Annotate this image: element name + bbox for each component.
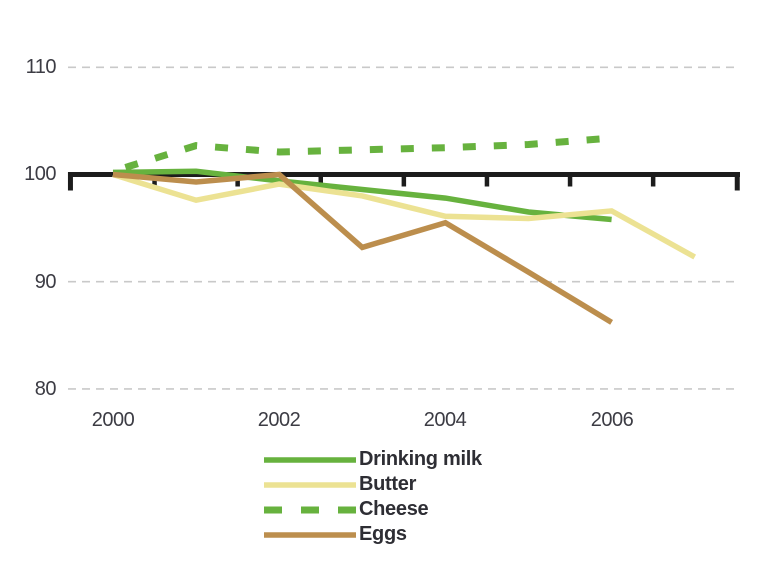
series-line-cheese	[111, 134, 612, 175]
legend-item-butter: Butter	[263, 472, 482, 497]
legend-item-drinking-milk: Drinking milk	[263, 447, 482, 472]
y-axis-label-100: 100	[24, 163, 56, 185]
legend-item-cheese: Cheese	[263, 497, 482, 522]
legend-swatch-drinking-milk-line-icon	[264, 456, 356, 463]
x-axis-label-2004: 2004	[423, 409, 467, 431]
legend-label-cheese: Cheese	[359, 498, 429, 520]
x-axis-label-2006: 2006	[590, 409, 634, 431]
legend-label-drinking-milk: Drinking milk	[359, 448, 482, 470]
legend-swatch-butter-line-icon	[264, 481, 356, 488]
series-line-drinking-milk	[112, 168, 612, 223]
y-axis-label-90: 90	[34, 271, 57, 293]
series-line-eggs	[112, 171, 614, 325]
x-axis-label-2002: 2002	[257, 409, 301, 431]
legend-label-eggs: Eggs	[359, 523, 407, 545]
legend-label-butter: Butter	[359, 473, 417, 495]
chart-legend: Drinking milk Butter Cheese Eggs	[263, 447, 482, 547]
legend-swatch-eggs-line-icon	[264, 531, 356, 538]
series-line-butter	[112, 171, 697, 260]
x-axis-label-2000: 2000	[91, 409, 135, 431]
legend-swatch-cheese-dashed-line-icon	[264, 506, 356, 513]
y-axis-label-110: 110	[25, 56, 57, 78]
y-axis-label-80: 80	[34, 378, 57, 400]
legend-item-eggs: Eggs	[263, 522, 482, 547]
